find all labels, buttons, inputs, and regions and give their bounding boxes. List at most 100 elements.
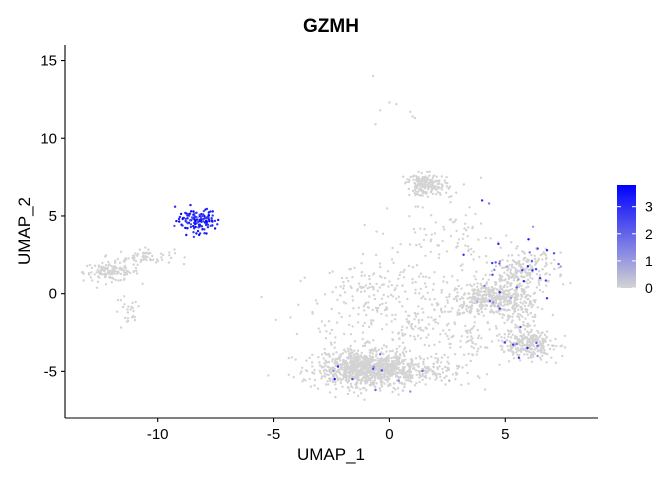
data-point xyxy=(426,188,430,191)
data-point xyxy=(513,308,517,312)
data-point xyxy=(382,293,385,297)
data-point xyxy=(340,315,343,319)
data-point xyxy=(366,375,369,378)
data-point xyxy=(432,175,435,178)
data-point xyxy=(134,266,138,270)
data-point xyxy=(506,294,509,297)
data-point xyxy=(501,266,504,270)
data-point xyxy=(484,297,488,300)
data-point xyxy=(541,290,545,294)
data-point xyxy=(456,279,459,282)
data-point xyxy=(365,341,368,344)
data-point xyxy=(380,385,384,388)
data-point xyxy=(532,335,535,338)
data-point xyxy=(549,339,552,342)
data-point xyxy=(330,343,333,346)
data-point xyxy=(133,318,137,322)
data-point xyxy=(457,312,460,315)
data-point xyxy=(333,379,336,383)
data-point xyxy=(309,385,313,388)
data-point xyxy=(304,379,307,382)
data-point xyxy=(334,359,337,362)
data-point xyxy=(425,180,428,184)
data-point xyxy=(379,389,382,392)
data-point xyxy=(301,380,304,383)
data-point xyxy=(562,283,565,286)
data-point xyxy=(415,264,419,267)
data-point xyxy=(408,314,411,317)
data-point xyxy=(516,339,520,342)
data-point xyxy=(502,285,505,289)
data-point xyxy=(522,333,525,337)
data-point xyxy=(457,238,461,241)
data-point xyxy=(360,379,364,382)
data-point xyxy=(207,214,210,217)
data-point xyxy=(508,298,511,302)
data-point xyxy=(399,271,402,274)
data-point xyxy=(483,388,487,391)
data-point xyxy=(559,345,562,348)
data-point xyxy=(351,325,354,328)
data-point xyxy=(508,288,512,292)
x-tick-label: -10 xyxy=(147,426,169,443)
data-point xyxy=(446,334,449,338)
data-point xyxy=(410,361,413,364)
data-point xyxy=(466,329,469,332)
data-point xyxy=(498,363,501,366)
data-point xyxy=(348,352,352,356)
data-point xyxy=(536,247,539,250)
data-point xyxy=(407,322,411,325)
data-point xyxy=(216,223,219,226)
data-point xyxy=(452,297,456,301)
data-point xyxy=(323,347,326,351)
data-point xyxy=(446,360,449,363)
data-point xyxy=(380,372,384,376)
data-point xyxy=(429,239,432,243)
data-point xyxy=(361,324,365,327)
data-point xyxy=(352,307,355,310)
data-point xyxy=(537,257,540,261)
data-point xyxy=(375,371,379,374)
data-point xyxy=(329,341,333,344)
data-point xyxy=(389,293,393,297)
data-point xyxy=(513,357,516,360)
data-point xyxy=(380,369,383,372)
data-point xyxy=(495,334,499,337)
data-point xyxy=(417,170,420,174)
data-point xyxy=(491,310,495,313)
data-point xyxy=(389,383,392,387)
data-point xyxy=(432,362,436,365)
data-point xyxy=(462,353,466,356)
data-point xyxy=(445,176,448,179)
data-point xyxy=(472,346,475,350)
data-point xyxy=(202,209,206,213)
data-point xyxy=(498,333,501,336)
data-point xyxy=(500,336,503,339)
data-point xyxy=(364,359,368,362)
data-point xyxy=(541,354,544,357)
data-point xyxy=(470,247,473,251)
data-point xyxy=(372,288,375,291)
data-point xyxy=(359,392,363,395)
data-point xyxy=(555,344,558,348)
data-point xyxy=(512,343,515,346)
data-point xyxy=(194,225,197,229)
data-point xyxy=(391,364,394,368)
data-point xyxy=(350,359,353,362)
data-point xyxy=(394,388,397,391)
data-point xyxy=(401,175,405,178)
data-point xyxy=(542,345,545,348)
data-point xyxy=(393,318,397,321)
data-point xyxy=(506,269,509,272)
data-point xyxy=(139,260,142,264)
data-point xyxy=(424,254,427,257)
data-point xyxy=(353,368,357,371)
data-point xyxy=(509,330,512,334)
data-point xyxy=(408,375,411,378)
data-point xyxy=(390,374,394,377)
data-point xyxy=(328,354,331,357)
data-point xyxy=(526,346,529,350)
data-point xyxy=(430,316,433,319)
data-point xyxy=(95,286,99,289)
data-point xyxy=(203,228,206,231)
